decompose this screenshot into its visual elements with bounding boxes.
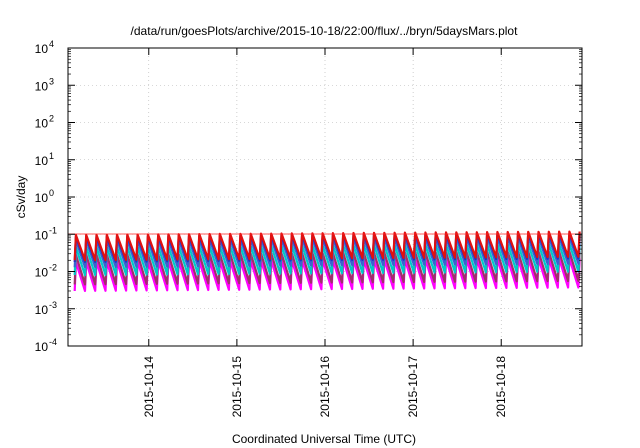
chart-title: /data/run/goesPlots/archive/2015-10-18/2…	[131, 24, 519, 38]
x-tick-label: 2015-10-14	[142, 356, 156, 418]
x-tick-label: 2015-10-17	[406, 356, 420, 418]
y-tick-exponent: 3	[49, 76, 54, 86]
x-axis: 2015-10-14 2015-10-15 2015-10-16 2015-10-17…	[142, 48, 508, 417]
y-tick-label: 10	[35, 79, 49, 93]
y-tick-exponent: -1	[49, 225, 57, 235]
y-tick-label: 10	[35, 117, 49, 131]
y-tick-label: 10	[35, 191, 49, 205]
y-tick-label: 10	[35, 340, 49, 354]
y-tick-exponent: -4	[49, 337, 57, 347]
grid-lines	[68, 48, 582, 346]
x-tick-label: 2015-10-16	[318, 356, 332, 418]
y-tick-label: 10	[35, 154, 49, 168]
x-tick-label: 2015-10-18	[494, 356, 508, 418]
y-tick-exponent: 0	[49, 188, 54, 198]
series-line	[73, 230, 581, 262]
y-tick-exponent: -3	[49, 300, 57, 310]
y-tick-label: 10	[35, 42, 49, 56]
y-tick-label: 10	[35, 303, 49, 317]
x-axis-label: Coordinated Universal Time (UTC)	[232, 432, 416, 446]
y-tick-exponent: -2	[49, 263, 57, 273]
x-tick-label: 2015-10-15	[230, 356, 244, 418]
y-axis-label: cSv/day	[14, 176, 28, 219]
y-tick-exponent: 4	[49, 39, 54, 49]
y-tick-label: 10	[35, 228, 49, 242]
series-group	[73, 230, 581, 292]
y-tick-exponent: 1	[49, 151, 54, 161]
y-tick-label: 10	[35, 266, 49, 280]
y-tick-exponent: 2	[49, 114, 54, 124]
